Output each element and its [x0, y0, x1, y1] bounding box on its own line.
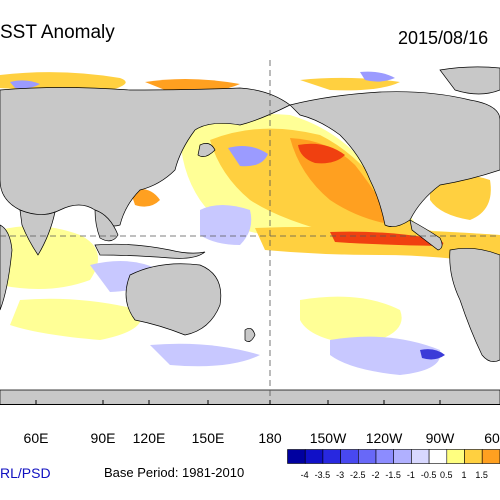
longitude-tick-label: 120E: [132, 430, 166, 446]
new-zealand: [244, 328, 256, 342]
warm-equatorial-band: [255, 226, 500, 265]
base-period: Base Period: 1981-2010: [104, 465, 245, 480]
data-source: RL/PSD: [0, 465, 51, 481]
central-america: [409, 219, 443, 251]
legend-label: 0.5: [440, 470, 453, 480]
longitude-tick-label: 90E: [90, 430, 116, 446]
color-legend: [287, 449, 500, 464]
legend-label: -1: [406, 470, 415, 480]
warm-south-indian: [10, 298, 142, 340]
legend-swatch: [322, 449, 341, 464]
longitude-tick-label: 90W: [425, 430, 455, 446]
legend-swatch: [287, 449, 306, 464]
legend-label: 1.5: [475, 470, 488, 480]
asia-landmass: [0, 87, 291, 227]
land-masses: [0, 66, 500, 405]
warm-anomaly-regions: [0, 72, 500, 345]
cool-southern-ocean: [150, 343, 260, 367]
warm-west-indian: [0, 226, 98, 289]
legend-label: -3.5: [314, 470, 331, 480]
legend-swatch: [464, 449, 483, 464]
map-gridlines: [0, 60, 500, 405]
greenland: [439, 66, 500, 95]
legend-label: -3: [336, 470, 345, 480]
legend-swatch: [358, 449, 377, 464]
cool-arctic-2: [360, 71, 395, 82]
legend-label: -2.5: [350, 470, 366, 480]
longitude-tick-label: 150E: [191, 430, 225, 446]
legend-label: -4: [300, 470, 309, 480]
map-date: 2015/08/16: [398, 28, 489, 48]
legend-label: -0.5: [420, 470, 437, 480]
longitude-tick-label: 150W: [309, 430, 347, 446]
warm-north-pacific-red: [298, 143, 345, 164]
legend-swatch: [481, 449, 500, 464]
southeast-asia: [94, 209, 119, 242]
warm-south-pacific: [300, 296, 402, 345]
south-america: [449, 248, 500, 362]
warm-equatorial-red: [330, 231, 444, 246]
longitude-tick-label: 60E: [23, 430, 49, 446]
legend-swatch: [340, 449, 359, 464]
cool-west-pacific: [200, 205, 252, 245]
map-title: SST Anomaly: [0, 22, 115, 43]
antarctica: [0, 389, 500, 405]
legend-swatch: [446, 449, 465, 464]
legend-label: -1.5: [385, 470, 401, 480]
legend-swatch: [411, 449, 430, 464]
legend-swatch: [428, 449, 448, 464]
north-america: [289, 91, 500, 227]
sst-anomaly-map: [0, 60, 500, 405]
legend-swatch: [375, 449, 395, 464]
japan: [197, 143, 216, 157]
legend-swatch: [393, 449, 412, 464]
warm-china-sea: [130, 188, 160, 207]
india-peninsula: [19, 209, 56, 256]
longitude-tick-label: 60: [484, 430, 500, 446]
australia: [125, 263, 222, 336]
legend-label: -2: [371, 470, 380, 480]
longitude-tick-label: 180: [258, 430, 282, 446]
warm-atlantic: [430, 175, 491, 220]
legend-label: 1: [461, 470, 467, 480]
cool-south-pacific: [330, 336, 441, 375]
indonesia: [94, 243, 206, 259]
longitude-tick-label: 120W: [365, 430, 403, 446]
cool-arctic: [10, 80, 40, 89]
cool-kuroshio: [228, 146, 268, 167]
africa-east: [0, 224, 13, 311]
cool-south-pacific-dark: [420, 349, 445, 360]
legend-swatch: [304, 449, 324, 464]
